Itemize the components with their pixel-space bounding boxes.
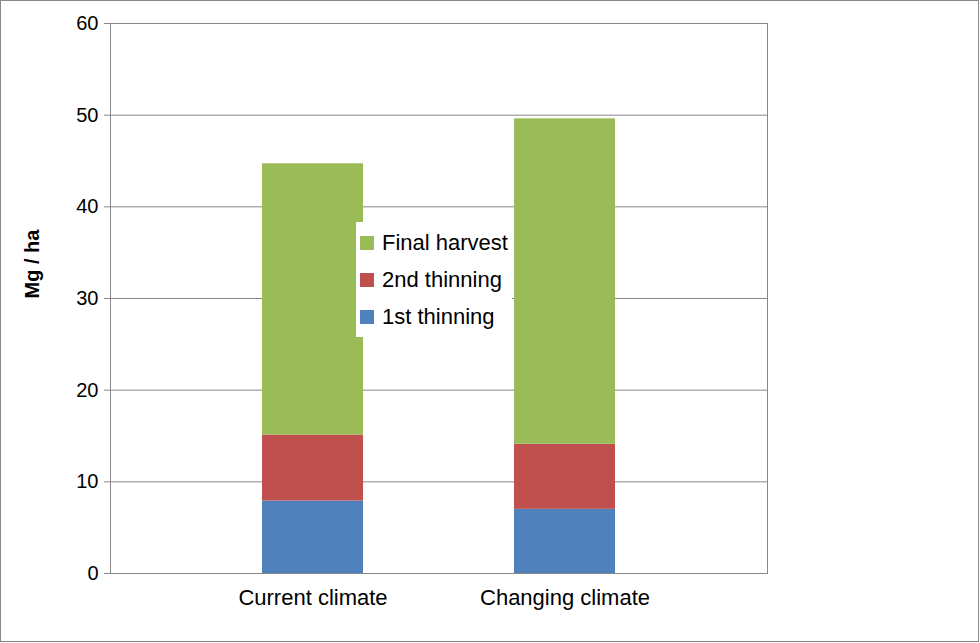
svg-text:40: 40 [76,195,98,217]
html-text:2nd thinning: 2nd thinning [382,266,502,292]
svg-text:20: 20 [76,379,98,401]
svg-text:60: 60 [76,12,98,34]
svg-text:Current climate: Current climate [238,585,387,610]
html-text:Final harvest: Final harvest [382,229,508,255]
svg-text:Mg / ha: Mg / ha [21,229,43,299]
svg-text:0: 0 [87,562,98,584]
svg-text:Changing climate: Changing climate [480,585,650,610]
svg-text:30: 30 [76,287,98,309]
svg-text:10: 10 [76,470,98,492]
svg-text:50: 50 [76,104,98,126]
html-text:1st thinning: 1st thinning [382,303,495,329]
